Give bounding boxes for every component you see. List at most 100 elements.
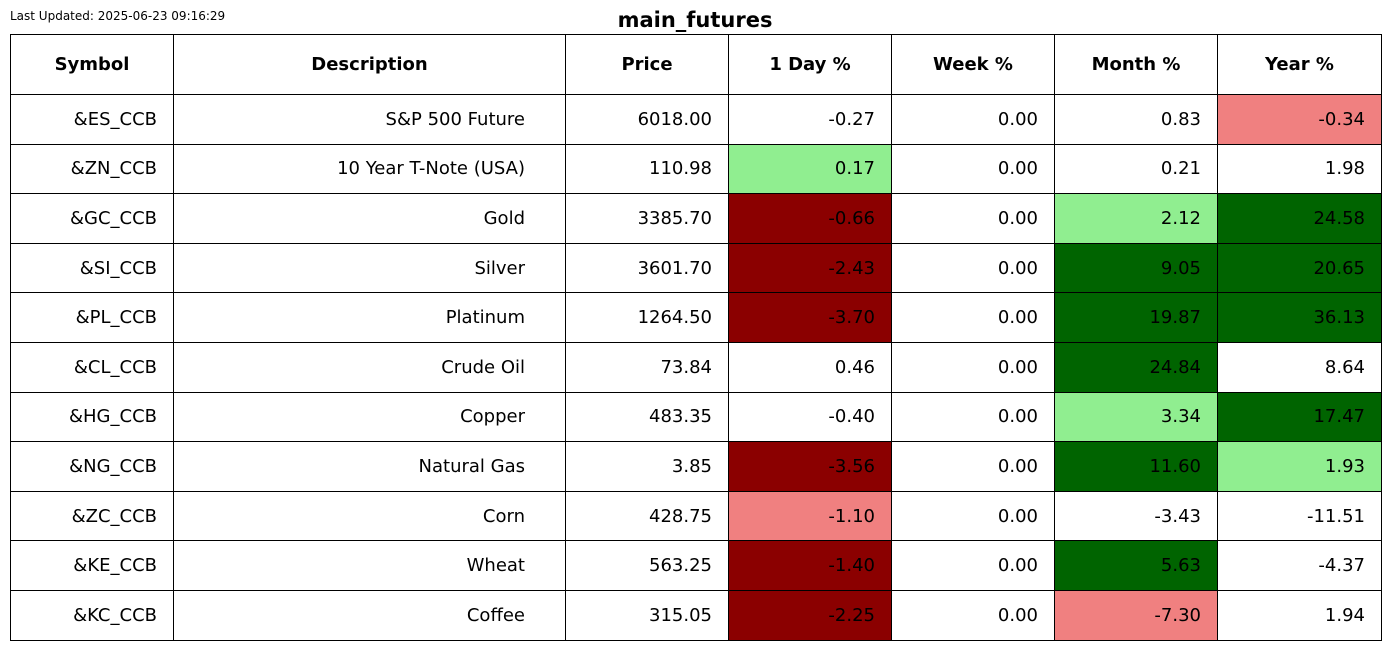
header-year-pct: Year % [1217,34,1382,95]
cell-year-pct: 8.64 [1217,341,1382,393]
futures-table: Symbol Description Price 1 Day % Week % … [10,34,1382,641]
cell-symbol: &CL_CCB [10,341,174,393]
table-row: &NG_CCB Natural Gas 3.85 -3.56 0.00 11.60 1.93 [10,441,1382,492]
cell-month-pct: 5.63 [1054,540,1218,591]
cell-price: 563.25 [565,540,729,591]
table-row: &PL_CCB Platinum 1264.50 -3.70 0.00 19.87 36.1… [10,292,1382,343]
table-row: &HG_CCB Copper 483.35 -0.40 0.00 3.34 17.47 [10,391,1382,443]
cell-month-pct: 2.12 [1054,193,1218,244]
header-month-pct: Month % [1054,34,1218,95]
cell-year-pct: 1.94 [1217,589,1382,641]
cell-price: 73.84 [565,341,729,393]
header-description: Description [173,34,566,95]
table-row: &ZC_CCB Corn 428.75 -1.10 0.00 -3.43 -11.51 [10,490,1382,542]
cell-week-pct: 0.00 [891,292,1055,343]
table-row: &CL_CCB Crude Oil 73.84 0.46 0.00 24.84 8.64 [10,341,1382,393]
cell-day-pct: -2.25 [728,589,892,641]
cell-year-pct: -4.37 [1217,540,1382,591]
cell-price: 315.05 [565,589,729,641]
cell-price: 6018.00 [565,94,729,145]
cell-year-pct: 1.93 [1217,441,1382,492]
cell-description: Silver [173,242,566,294]
cell-day-pct: 0.17 [728,143,892,195]
cell-price: 483.35 [565,391,729,443]
cell-symbol: &HG_CCB [10,391,174,443]
cell-symbol: &ES_CCB [10,94,174,145]
cell-month-pct: 11.60 [1054,441,1218,492]
cell-month-pct: 19.87 [1054,292,1218,343]
cell-symbol: &ZN_CCB [10,143,174,195]
cell-year-pct: 20.65 [1217,242,1382,294]
cell-price: 3601.70 [565,242,729,294]
cell-symbol: &KC_CCB [10,589,174,641]
cell-day-pct: 0.46 [728,341,892,393]
cell-symbol: &SI_CCB [10,242,174,294]
cell-month-pct: 0.21 [1054,143,1218,195]
cell-price: 3385.70 [565,193,729,244]
cell-description: Wheat [173,540,566,591]
cell-price: 3.85 [565,441,729,492]
cell-day-pct: -3.56 [728,441,892,492]
cell-price: 110.98 [565,143,729,195]
cell-description: Natural Gas [173,441,566,492]
cell-description: Copper [173,391,566,443]
table-row: &KE_CCB Wheat 563.25 -1.40 0.00 5.63 -4.37 [10,540,1382,591]
cell-day-pct: -1.10 [728,490,892,542]
cell-year-pct: 1.98 [1217,143,1382,195]
cell-year-pct: -0.34 [1217,94,1382,145]
cell-price: 428.75 [565,490,729,542]
cell-year-pct: 24.58 [1217,193,1382,244]
cell-week-pct: 0.00 [891,94,1055,145]
cell-week-pct: 0.00 [891,143,1055,195]
cell-week-pct: 0.00 [891,540,1055,591]
cell-day-pct: -0.40 [728,391,892,443]
header-week-pct: Week % [891,34,1055,95]
cell-description: Crude Oil [173,341,566,393]
cell-description: Platinum [173,292,566,343]
cell-day-pct: -0.66 [728,193,892,244]
cell-week-pct: 0.00 [891,242,1055,294]
cell-description: 10 Year T-Note (USA) [173,143,566,195]
table-body: &ES_CCB S&P 500 Future 6018.00 -0.27 0.00 0.8… [10,94,1382,641]
cell-month-pct: -3.43 [1054,490,1218,542]
cell-symbol: &ZC_CCB [10,490,174,542]
cell-symbol: &PL_CCB [10,292,174,343]
cell-symbol: &KE_CCB [10,540,174,591]
cell-description: Gold [173,193,566,244]
table-row: &KC_CCB Coffee 315.05 -2.25 0.00 -7.30 1.94 [10,589,1382,641]
cell-month-pct: -7.30 [1054,589,1218,641]
cell-week-pct: 0.00 [891,490,1055,542]
header-price: Price [565,34,729,95]
header-symbol: Symbol [10,34,174,95]
cell-year-pct: 17.47 [1217,391,1382,443]
cell-month-pct: 9.05 [1054,242,1218,294]
cell-month-pct: 3.34 [1054,391,1218,443]
header-day-pct: 1 Day % [728,34,892,95]
cell-symbol: &NG_CCB [10,441,174,492]
cell-symbol: &GC_CCB [10,193,174,244]
cell-day-pct: -3.70 [728,292,892,343]
cell-day-pct: -1.40 [728,540,892,591]
cell-day-pct: -0.27 [728,94,892,145]
cell-week-pct: 0.00 [891,589,1055,641]
cell-month-pct: 0.83 [1054,94,1218,145]
cell-description: S&P 500 Future [173,94,566,145]
cell-week-pct: 0.00 [891,391,1055,443]
cell-year-pct: 36.13 [1217,292,1382,343]
table-title: main_futures [617,8,773,32]
table-row: &ZN_CCB 10 Year T-Note (USA) 110.98 0.17 0.0… [10,143,1382,195]
table-row: &SI_CCB Silver 3601.70 -2.43 0.00 9.05 20.65 [10,242,1382,294]
table-row: &ES_CCB S&P 500 Future 6018.00 -0.27 0.00 0.8… [10,94,1382,145]
table-row: &GC_CCB Gold 3385.70 -0.66 0.00 2.12 24.58 [10,193,1382,244]
cell-description: Coffee [173,589,566,641]
header-row: Symbol Description Price 1 Day % Week % … [10,34,1382,95]
cell-week-pct: 0.00 [891,441,1055,492]
cell-price: 1264.50 [565,292,729,343]
last-updated-text: Last Updated: 2025-06-23 09:16:29 [10,9,226,23]
cell-description: Corn [173,490,566,542]
cell-week-pct: 0.00 [891,193,1055,244]
cell-day-pct: -2.43 [728,242,892,294]
cell-year-pct: -11.51 [1217,490,1382,542]
cell-month-pct: 24.84 [1054,341,1218,393]
cell-week-pct: 0.00 [891,341,1055,393]
